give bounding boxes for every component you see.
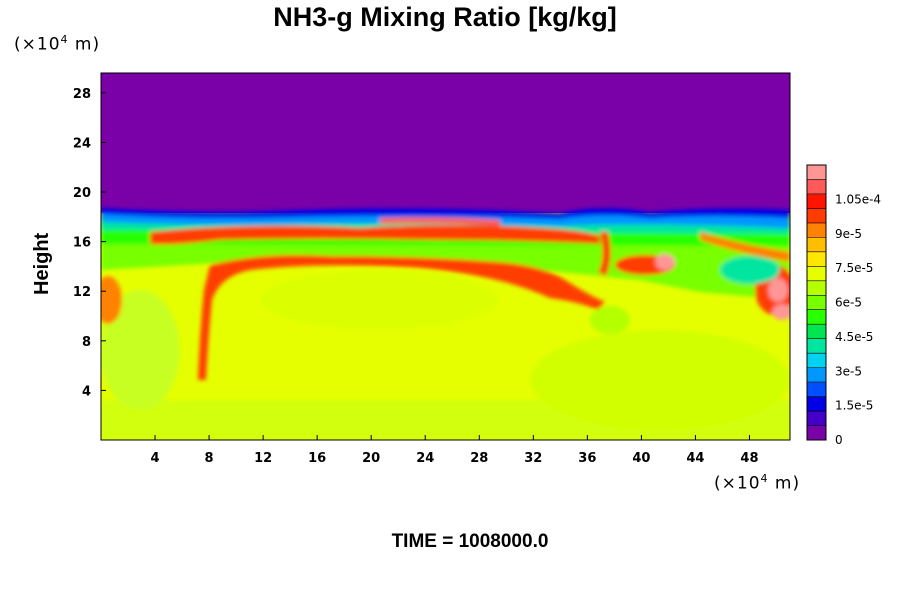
x-tick-label: 44 [686,451,704,466]
colorbar-ticks: 0 1.5e-5 3e-5 4.5e-5 6e-5 7.5e-5 9e-5 1.05e-4 [835,192,881,447]
x-tick-label: 24 [416,451,434,466]
colorbar-segment [807,222,826,238]
y-tick-label: 12 [73,285,91,300]
x-tick-label: 12 [254,451,272,466]
x-tick-label: 16 [308,451,326,466]
colorbar-tick-label: 1.5e-5 [835,399,873,413]
colorbar-segment [807,324,826,340]
colorbar [806,164,827,441]
colorbar-segment [807,179,826,195]
colorbar-tick-label: 3e-5 [835,364,862,378]
colorbar-frame [806,164,827,441]
y-unit-label: (×104 m) [14,33,101,55]
y-tick-label: 24 [73,136,91,151]
colorbar-segment [807,309,826,325]
x-tick-label: 8 [205,451,214,466]
y-tick-label: 28 [73,87,91,102]
plot-frame [100,72,791,441]
x-tick-label: 28 [470,451,488,466]
colorbar-segment [807,396,826,412]
colorbar-segment [807,208,826,224]
x-tick-label: 32 [524,451,542,466]
colorbar-tick-label: 7.5e-5 [835,261,873,275]
colorbar-segment [807,367,826,383]
colorbar-tick-label: 4.5e-5 [835,330,873,344]
y-tick-label: 4 [82,384,91,399]
colorbar-segment [807,165,826,180]
x-axis-ticks: 4 8 12 16 20 24 28 32 36 40 44 48 [151,435,759,466]
x-tick-label: 36 [578,451,596,466]
colorbar-segment [807,193,826,209]
y-tick-label: 20 [73,186,91,201]
colorbar-segment [807,382,826,397]
colorbar-segment [807,411,826,426]
colorbar-segment [807,280,826,296]
colorbar-segment [807,266,826,282]
x-tick-label: 40 [632,451,650,466]
colorbar-segment [807,237,826,253]
y-tick-label: 16 [73,236,91,251]
time-label: TIME = 1008000.0 [391,531,549,552]
colorbar-tick-label: 9e-5 [835,227,862,241]
x-tick-label: 4 [151,451,160,466]
colorbar-segment [807,295,826,311]
x-tick-label: 48 [740,451,758,466]
heatmap-field [101,73,790,440]
colorbar-tick-label: 1.05e-4 [835,192,881,206]
x-unit-label: (×104 m) [714,472,801,494]
colorbar-segment [807,251,826,267]
colorbar-segment [807,353,826,369]
colorbar-segment [807,338,826,354]
y-axis-ticks: 4 8 12 16 20 24 28 [73,87,106,399]
colorbar-tick-label: 0 [835,433,843,447]
y-tick-label: 8 [82,335,91,350]
colorbar-tick-label: 6e-5 [835,296,862,310]
colorbar-segment [807,425,826,441]
chart-title: NH3-g Mixing Ratio [kg/kg] [273,2,617,32]
x-tick-label: 20 [362,451,380,466]
